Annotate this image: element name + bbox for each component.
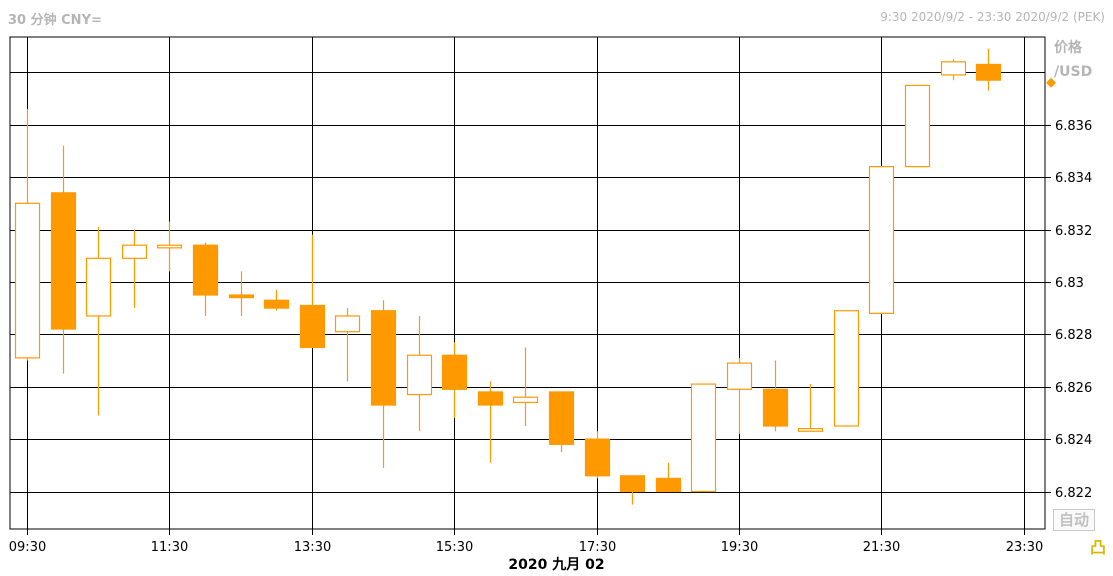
candle-body — [655, 477, 682, 493]
x-tick-label: 23:30 — [1006, 540, 1043, 555]
y-tick-label: 6.83 — [1055, 276, 1084, 291]
candle-body — [156, 244, 183, 249]
candle-body — [975, 63, 1002, 81]
candle-body — [263, 299, 290, 309]
candle-body — [334, 315, 361, 333]
date-axis-label: 2020 九月 02 — [508, 557, 605, 573]
candle — [833, 310, 860, 427]
candle — [655, 462, 682, 493]
candle — [121, 229, 148, 309]
x-tick-label: 17:30 — [579, 540, 616, 555]
candle — [690, 383, 717, 493]
candle — [868, 166, 895, 314]
x-tick-label: 13:30 — [294, 540, 331, 555]
candle — [904, 84, 931, 168]
settings-corner-icon[interactable]: 凸 — [1090, 538, 1107, 557]
candle — [797, 384, 824, 432]
price-unit-bottom: /USD — [1054, 64, 1093, 80]
candle — [85, 226, 112, 416]
y-tick-label: 6.824 — [1055, 433, 1092, 448]
y-tick-label: 6.828 — [1055, 328, 1092, 343]
candle — [299, 234, 326, 349]
candle-body — [406, 354, 433, 396]
candle — [762, 360, 789, 432]
candle-body — [50, 192, 77, 330]
candle — [370, 300, 397, 468]
price-axis: 6.822 6.824 6.826 6.828 6.83 6.832 6.834 6.836 — [1045, 119, 1092, 501]
candle-body — [619, 475, 646, 493]
candle-body — [584, 438, 611, 477]
candle-body — [192, 244, 219, 296]
candle — [726, 357, 753, 434]
candle-body — [85, 257, 112, 317]
candle — [975, 48, 1002, 91]
x-tick-label: 21:30 — [863, 540, 900, 555]
candle-body — [14, 202, 41, 359]
time-range-label: 9:30 2020/9/2 - 23:30 2020/9/2 (PEK) — [880, 10, 1105, 24]
x-tick-label: 09:30 — [9, 540, 46, 555]
candle — [512, 347, 539, 426]
last-price-marker — [1046, 77, 1056, 88]
y-tick-label: 6.836 — [1055, 119, 1092, 134]
candle — [584, 431, 611, 479]
candle-body — [868, 166, 895, 314]
candle-body — [833, 310, 860, 427]
candle-body — [441, 354, 468, 390]
x-tick-label: 15:30 — [436, 540, 473, 555]
candle — [263, 289, 290, 311]
y-tick-label: 6.826 — [1055, 381, 1092, 396]
candle — [441, 342, 468, 419]
candle — [228, 271, 255, 316]
x-tick-label: 19:30 — [721, 540, 758, 555]
candle — [156, 221, 183, 272]
candle — [192, 242, 219, 316]
candle-body — [121, 244, 148, 259]
candle-body — [477, 391, 504, 406]
candle — [940, 59, 967, 81]
x-tick-label: 11:30 — [151, 540, 188, 555]
candle — [619, 475, 646, 505]
candle-body — [726, 362, 753, 390]
candle-body — [797, 428, 824, 432]
candle — [477, 381, 504, 463]
candle — [548, 391, 575, 453]
candle — [334, 308, 361, 382]
chart-title: 30 分钟 CNY= — [8, 13, 102, 28]
y-tick-label: 6.822 — [1055, 486, 1092, 501]
time-axis: 09:30 11:30 13:30 15:30 17:30 19:30 21:30 23:30 — [9, 529, 1043, 555]
candle-body — [228, 294, 255, 299]
price-unit-top: 价格 — [1054, 40, 1082, 56]
candle-body — [548, 391, 575, 445]
candle-body — [940, 61, 967, 76]
candle-body — [512, 396, 539, 404]
auto-scale-button[interactable]: 自动 — [1053, 509, 1095, 531]
candle-body — [904, 84, 931, 168]
candle-body — [690, 383, 717, 493]
candle-body — [370, 310, 397, 406]
price-unit-label: 价格 /USD — [1054, 36, 1092, 84]
candle-body — [299, 304, 326, 349]
candle — [50, 145, 77, 374]
candle-body — [762, 388, 789, 427]
candle — [14, 108, 41, 361]
y-tick-label: 6.834 — [1055, 171, 1092, 186]
y-tick-label: 6.832 — [1055, 224, 1092, 239]
candle — [406, 315, 433, 432]
candle-series — [14, 48, 1056, 505]
